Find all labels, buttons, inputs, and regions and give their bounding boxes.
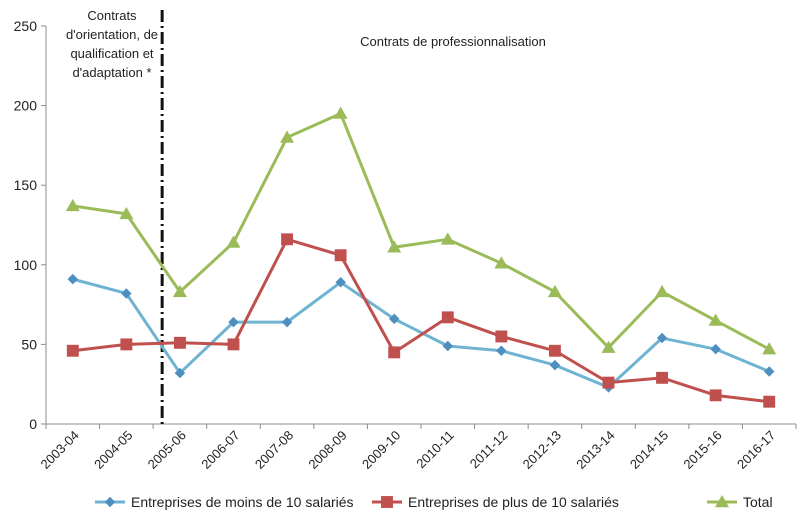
x-tick-label: 2013-14: [573, 428, 617, 472]
data-point-square: [602, 376, 615, 389]
data-point-triangle: [601, 340, 616, 353]
data-point-diamond: [67, 273, 79, 285]
series-line: [72, 112, 770, 351]
data-point-diamond: [763, 366, 775, 377]
legend-label: Entreprises de moins de 10 salariés: [131, 494, 354, 510]
x-tick-label: 2011-12: [467, 428, 511, 472]
data-point-diamond: [104, 496, 116, 508]
data-point-triangle: [440, 232, 455, 245]
x-tick-label: 2010-11: [413, 428, 457, 472]
data-point-square: [227, 338, 240, 351]
x-tick-label: 2015-16: [680, 428, 724, 472]
series-line: [72, 277, 770, 389]
data-point-square: [173, 336, 186, 349]
data-point-square: [548, 344, 561, 357]
data-point-triangle: [172, 284, 187, 298]
x-tick-label: 2004-05: [91, 428, 135, 472]
data-point-diamond: [549, 359, 561, 371]
data-point-diamond: [656, 332, 668, 344]
data-point-triangle: [494, 256, 509, 269]
data-point-triangle: [655, 284, 670, 298]
data-point-diamond: [335, 277, 346, 288]
data-point-triangle: [762, 342, 777, 355]
data-point-square: [388, 346, 401, 359]
x-tick-label: 2005-06: [145, 428, 189, 472]
y-tick-label: 100: [14, 257, 38, 273]
annotation-left-line: qualification et: [70, 46, 153, 61]
x-tick-label: 2006-07: [198, 428, 242, 472]
annotation-left-line: d'adaptation *: [72, 65, 151, 80]
data-point-diamond: [710, 343, 721, 355]
x-tick-label: 2003-04: [38, 428, 82, 472]
data-point-square: [709, 389, 722, 402]
x-tick-label: 2009-10: [359, 428, 403, 472]
data-point-triangle: [333, 106, 348, 119]
data-point-square: [66, 344, 79, 357]
series-line: [72, 237, 770, 404]
legend-label: Entreprises de plus de 10 salariés: [408, 494, 619, 510]
y-tick-label: 0: [29, 416, 37, 432]
data-point-diamond: [442, 340, 454, 352]
data-point-diamond: [496, 345, 507, 357]
x-tick-label: 2008-09: [305, 428, 349, 472]
legend-label: Total: [743, 494, 773, 510]
annotations: Contrats d'orientation, de qualification e…: [66, 8, 546, 80]
x-tick-label: 2016-17: [734, 428, 778, 472]
series-lines: [65, 106, 777, 408]
x-tick-label: 2012-13: [520, 428, 564, 472]
data-point-diamond: [281, 316, 293, 328]
data-point-triangle: [708, 313, 723, 326]
data-point-triangle: [715, 495, 729, 508]
annotation-right: Contrats de professionnalisation: [360, 34, 546, 49]
y-tick-label: 250: [14, 18, 38, 34]
data-point-square: [656, 371, 669, 384]
data-point-square: [763, 395, 776, 408]
y-tick-label: 50: [21, 336, 37, 352]
data-point-square: [281, 233, 294, 246]
data-point-triangle: [387, 240, 402, 253]
legend: Entreprises de moins de 10 salariés Entre…: [95, 494, 773, 510]
annotation-left-line: Contrats: [87, 8, 137, 23]
data-point-triangle: [547, 284, 562, 298]
data-point-triangle: [119, 206, 134, 220]
data-point-triangle: [65, 198, 80, 212]
y-tick-label: 150: [14, 177, 38, 193]
data-point-diamond: [228, 316, 239, 328]
data-point-square: [441, 311, 454, 324]
annotation-left-line: d'orientation, de: [66, 27, 158, 42]
data-point-square: [334, 249, 347, 262]
data-point-square: [495, 330, 508, 343]
data-point-triangle: [226, 235, 241, 248]
data-point-diamond: [174, 367, 186, 379]
x-tick-label: 2007-08: [252, 428, 296, 472]
data-point-triangle: [280, 130, 295, 143]
data-point-diamond: [388, 313, 400, 325]
data-point-diamond: [121, 288, 132, 299]
x-tick-label: 2014-15: [627, 428, 671, 472]
data-point-square: [120, 338, 133, 351]
y-tick-label: 200: [14, 98, 38, 114]
data-point-square: [381, 496, 393, 508]
